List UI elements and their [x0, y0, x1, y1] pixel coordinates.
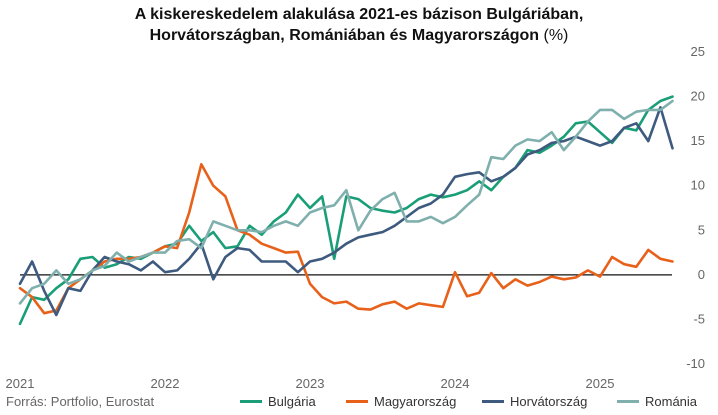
y-tick-label: 15: [691, 133, 705, 148]
chart-title: A kiskereskedelem alakulása 2021-es bázi…: [0, 4, 718, 46]
y-tick-label: 20: [691, 89, 705, 104]
y-tick-label: 5: [698, 222, 705, 237]
legend-item: Magyarország: [346, 394, 456, 409]
chart-title-line2-wrap: Horvátországban, Romániában és Magyarors…: [0, 25, 718, 46]
x-tick-label: 2022: [151, 376, 180, 391]
y-tick-label: -10: [686, 356, 705, 371]
legend-label: Horvátország: [510, 394, 588, 409]
legend-swatch: [482, 400, 504, 403]
chart-title-line1: A kiskereskedelem alakulása 2021-es bázi…: [134, 6, 584, 23]
series-line-bulgaria: [18, 95, 674, 326]
x-tick-label: 2024: [441, 376, 470, 391]
x-tick-label: 2025: [586, 376, 615, 391]
y-tick-label: -5: [693, 311, 705, 326]
legend-item: Horvátország: [482, 394, 587, 409]
x-tick-label: 2023: [296, 376, 325, 391]
legend-swatch: [346, 400, 368, 403]
legend-swatch: [617, 400, 639, 403]
series-line-romania: [18, 99, 674, 305]
chart-title-line2: Horvátországban, Romániában és Magyarors…: [149, 27, 540, 44]
y-tick-label: 25: [691, 44, 705, 59]
legend-item: Bulgária: [240, 394, 316, 409]
legend-label: Bulgária: [268, 394, 316, 409]
legend-label: Románia: [645, 394, 698, 409]
y-tick-label: 0: [698, 267, 705, 282]
chart-title-unit: (%): [543, 27, 569, 44]
source-note: Forrás: Portfolio, Eurostat: [6, 394, 155, 409]
y-tick-label: 10: [691, 178, 705, 193]
legend-swatch: [240, 400, 262, 403]
legend-item: Románia: [617, 394, 697, 409]
legend-label: Magyarország: [374, 394, 457, 409]
x-tick-label: 2021: [6, 376, 35, 391]
series-line-magyarorszag: [18, 163, 674, 315]
series-line-horvatorszag: [18, 106, 674, 317]
